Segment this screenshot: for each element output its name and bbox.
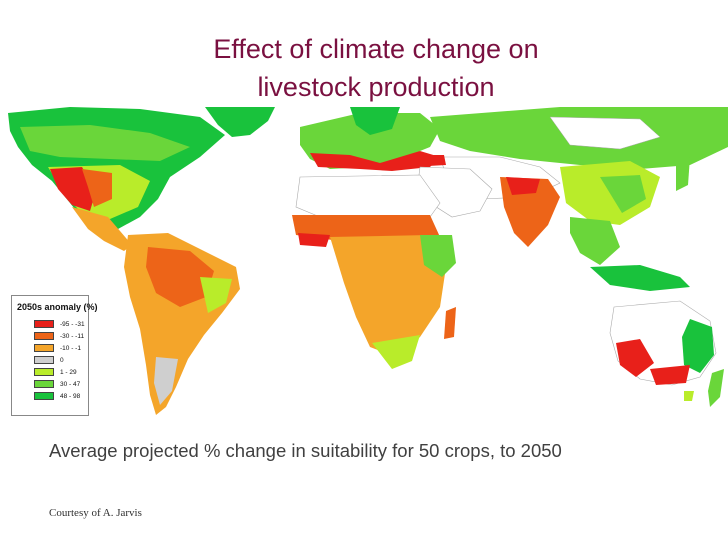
legend-item: 0 <box>34 355 64 365</box>
legend-label: 0 <box>60 356 64 364</box>
amazon-region <box>146 247 214 307</box>
new-zealand-region <box>708 369 724 407</box>
central-africa-region <box>330 235 446 357</box>
legend-item: -95 - -31 <box>34 319 85 329</box>
west-africa-coast-region <box>298 233 330 247</box>
australia-east-region <box>682 319 714 373</box>
indonesia-region <box>590 265 690 291</box>
scandinavia-region <box>350 107 400 135</box>
world-map-graphic <box>8 107 728 415</box>
australia-southwest-region <box>616 339 654 377</box>
map-caption: Average projected % change in suitabilit… <box>49 440 562 461</box>
legend-swatch <box>34 380 54 388</box>
mexico-region <box>72 207 132 251</box>
legend-item: -30 - -11 <box>34 331 84 341</box>
world-map <box>0 107 728 421</box>
legend-title: 2050s anomaly (%) <box>17 302 98 312</box>
legend-label: 30 - 47 <box>60 380 81 388</box>
credit-text: Courtesy of A. Jarvis <box>49 507 142 519</box>
usa-plains-region <box>82 169 112 207</box>
legend-item: 48 - 98 <box>34 391 80 401</box>
southeast-asia-region <box>570 217 620 265</box>
legend-label: -10 - -1 <box>60 344 81 352</box>
mediterranean-region <box>310 151 440 171</box>
japan-region <box>676 157 690 191</box>
legend-label: 48 - 98 <box>60 392 81 400</box>
madagascar-region <box>444 307 456 339</box>
brazil-east-region <box>200 277 232 313</box>
legend-swatch <box>34 356 54 364</box>
slide-title-line2: livestock production <box>257 72 495 102</box>
legend-swatch <box>34 344 54 352</box>
legend-swatch <box>34 368 54 376</box>
tasmania-region <box>684 391 694 401</box>
legend-swatch <box>34 392 54 400</box>
legend-label: 1 - 29 <box>60 368 77 376</box>
legend-label: -95 - -31 <box>60 320 85 328</box>
legend-swatch <box>34 332 54 340</box>
slide-title-line1: Effect of climate change on <box>213 34 539 64</box>
east-africa-region <box>420 235 456 277</box>
legend-label: -30 - -11 <box>60 332 85 340</box>
north-america-canada-band <box>20 125 190 161</box>
china-east-region <box>600 175 646 213</box>
sahara-region <box>295 174 441 220</box>
usa-southwest-region <box>50 167 96 211</box>
legend-swatch <box>34 320 54 328</box>
siberia-white-region <box>549 116 661 150</box>
australia-southeast-region <box>650 365 690 385</box>
legend-item: -10 - -1 <box>34 343 81 353</box>
india-north-region <box>506 177 540 195</box>
turkey-region <box>408 155 446 167</box>
map-legend: 2050s anomaly (%) -95 - -31 -30 - -11 -1… <box>11 295 98 416</box>
patagonia-region <box>154 357 178 405</box>
slide-title: Effect of climate change on livestock pr… <box>0 30 728 106</box>
legend-item: 1 - 29 <box>34 367 77 377</box>
legend-item: 30 - 47 <box>34 379 80 389</box>
greenland-region <box>205 107 275 137</box>
southern-africa-region <box>372 335 420 369</box>
